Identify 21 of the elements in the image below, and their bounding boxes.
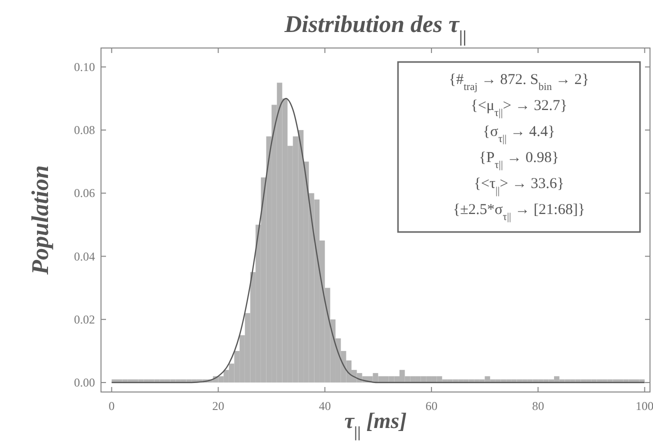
annotation: {<τ$_{||}$> → 33.6} [474,176,564,196]
y-axis-title: Population [28,165,54,276]
chart-title: Distribution des τ$_{||}$ [283,12,467,46]
y-tick-label: 0.02 [74,312,95,326]
annotation: {σ$_{τ||}$ → 4.4} [482,124,556,144]
x-axis-title: τ$_{||}$ [ms] [344,408,407,440]
x-tick-label: 60 [425,399,438,413]
annotation: {<μ$_{τ||}$> → 32.7} [470,98,568,118]
y-tick-label: 0.04 [74,249,95,264]
y-tick-label: 0.00 [74,376,95,390]
annotation: {±2.5*σ$_{τ||}$ → [21:68]} [452,202,586,222]
x-tick-label: 100 [636,399,653,413]
x-tick-label: 20 [212,399,224,413]
y-tick-label: 0.06 [74,186,95,200]
x-tick-label: 0 [108,399,115,413]
x-tick-label: 40 [318,399,331,413]
annotation: {P$_{τ||}$ → 0.98} [479,150,559,170]
annotation: {#$_{traj}$ → 872. S$_{bin}$ → 2} [448,72,590,92]
x-tick-label: 80 [532,399,544,413]
y-tick-label: 0.10 [74,60,95,74]
y-tick-label: 0.08 [74,123,95,138]
